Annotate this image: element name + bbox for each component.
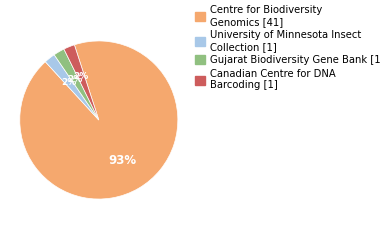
Text: 2%: 2% xyxy=(67,75,82,84)
Wedge shape xyxy=(54,49,99,120)
Wedge shape xyxy=(64,45,99,120)
Text: 2%: 2% xyxy=(73,72,89,81)
Text: 93%: 93% xyxy=(109,155,137,168)
Legend: Centre for Biodiversity
Genomics [41], University of Minnesota Insect
Collection: Centre for Biodiversity Genomics [41], U… xyxy=(195,5,380,90)
Wedge shape xyxy=(45,55,99,120)
Text: 2%: 2% xyxy=(62,78,77,87)
Wedge shape xyxy=(20,41,178,199)
